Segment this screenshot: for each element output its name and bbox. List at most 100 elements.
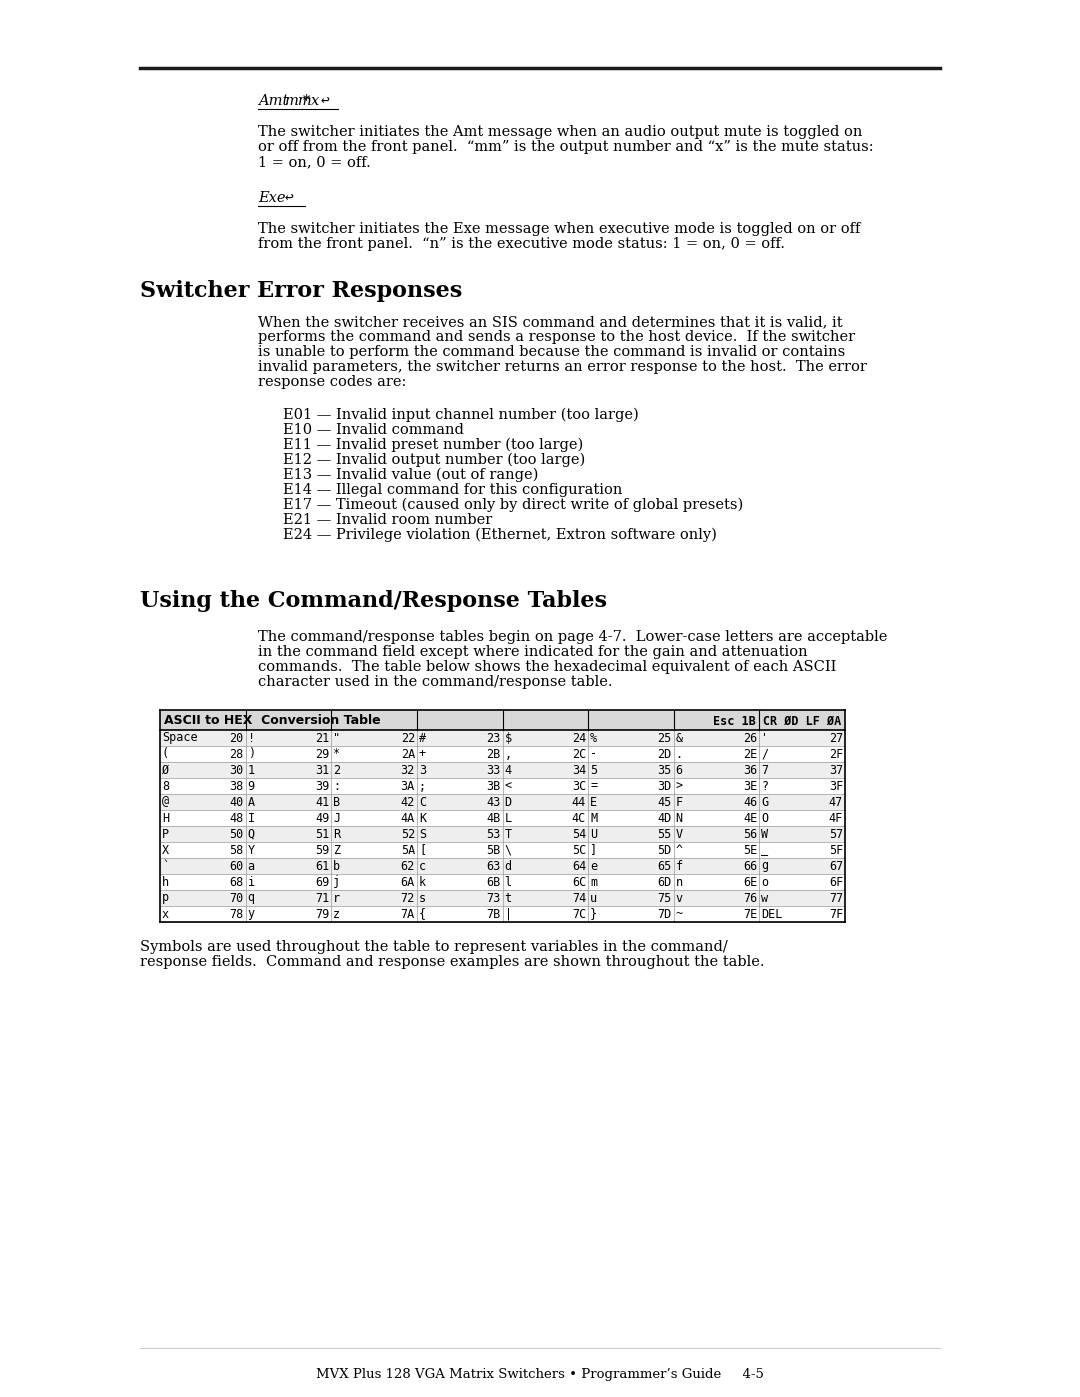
- Text: 68: 68: [229, 876, 244, 888]
- Text: {: {: [419, 908, 426, 921]
- Text: $: $: [504, 732, 512, 745]
- Text: l: l: [504, 876, 512, 888]
- Text: O: O: [761, 812, 769, 824]
- Text: ↩: ↩: [321, 94, 329, 108]
- Text: *: *: [334, 747, 340, 760]
- Text: 7A: 7A: [401, 908, 415, 921]
- Text: Y: Y: [247, 844, 255, 856]
- Text: ~: ~: [676, 908, 683, 921]
- Text: 4E: 4E: [743, 812, 757, 824]
- Text: <: <: [504, 780, 512, 792]
- Text: 72: 72: [401, 891, 415, 904]
- Text: =: =: [590, 780, 597, 792]
- Text: 2: 2: [334, 764, 340, 777]
- Text: C: C: [419, 795, 426, 809]
- Text: When the switcher receives an SIS command and determines that it is valid, it: When the switcher receives an SIS comman…: [258, 314, 842, 330]
- Text: ASCII to HEX  Conversion Table: ASCII to HEX Conversion Table: [164, 714, 380, 728]
- Bar: [160, 826, 845, 842]
- Text: 4A: 4A: [401, 812, 415, 824]
- Text: 7B: 7B: [486, 908, 500, 921]
- Text: E: E: [590, 795, 597, 809]
- Text: 25: 25: [658, 732, 672, 745]
- Bar: [160, 778, 845, 793]
- Text: 34: 34: [572, 764, 586, 777]
- Text: Space: Space: [162, 732, 198, 745]
- Text: q: q: [247, 891, 255, 904]
- Text: is unable to perform the command because the command is invalid or contains: is unable to perform the command because…: [258, 345, 846, 359]
- Text: Using the Command/Response Tables: Using the Command/Response Tables: [140, 590, 607, 612]
- Text: E14 — Illegal command for this configuration: E14 — Illegal command for this configura…: [283, 483, 622, 497]
- Text: z: z: [334, 908, 340, 921]
- Text: 9: 9: [247, 780, 255, 792]
- Text: y: y: [247, 908, 255, 921]
- Text: 4D: 4D: [658, 812, 672, 824]
- Bar: [160, 907, 845, 922]
- Text: 70: 70: [229, 891, 244, 904]
- Text: mm: mm: [285, 94, 313, 108]
- Text: The switcher initiates the Amt message when an audio output mute is toggled on: The switcher initiates the Amt message w…: [258, 124, 862, 138]
- Text: 36: 36: [743, 764, 757, 777]
- Text: i: i: [247, 876, 255, 888]
- Text: Ø: Ø: [162, 764, 170, 777]
- Text: 5F: 5F: [828, 844, 843, 856]
- Text: 2B: 2B: [486, 747, 500, 760]
- Text: :: :: [334, 780, 340, 792]
- Text: 30: 30: [229, 764, 244, 777]
- Text: E10 — Invalid command: E10 — Invalid command: [283, 423, 464, 437]
- Text: 63: 63: [486, 859, 500, 873]
- Text: 3E: 3E: [743, 780, 757, 792]
- Text: n: n: [676, 876, 683, 888]
- Text: 1: 1: [247, 764, 255, 777]
- Text: +: +: [419, 747, 426, 760]
- Text: 7E: 7E: [743, 908, 757, 921]
- Text: N: N: [676, 812, 683, 824]
- Text: 6B: 6B: [486, 876, 500, 888]
- Text: 35: 35: [658, 764, 672, 777]
- Text: 59: 59: [315, 844, 329, 856]
- Text: 51: 51: [315, 827, 329, 841]
- Text: I: I: [247, 812, 255, 824]
- Text: r: r: [334, 891, 340, 904]
- Text: Symbols are used throughout the table to represent variables in the command/: Symbols are used throughout the table to…: [140, 940, 728, 954]
- Text: j: j: [334, 876, 340, 888]
- Text: w: w: [761, 891, 769, 904]
- Text: performs the command and sends a response to the host device.  If the switcher: performs the command and sends a respons…: [258, 330, 855, 344]
- Bar: [160, 875, 845, 890]
- Text: 3C: 3C: [572, 780, 586, 792]
- Text: 3B: 3B: [486, 780, 500, 792]
- Text: 5B: 5B: [486, 844, 500, 856]
- Text: 62: 62: [401, 859, 415, 873]
- Text: 4C: 4C: [572, 812, 586, 824]
- Text: a: a: [247, 859, 255, 873]
- Text: u: u: [590, 891, 597, 904]
- Text: 39: 39: [315, 780, 329, 792]
- Text: 26: 26: [743, 732, 757, 745]
- Text: 4B: 4B: [486, 812, 500, 824]
- Text: 2A: 2A: [401, 747, 415, 760]
- Text: 6E: 6E: [743, 876, 757, 888]
- Bar: [160, 761, 845, 778]
- Text: E12 — Invalid output number (too large): E12 — Invalid output number (too large): [283, 453, 585, 468]
- Text: 78: 78: [229, 908, 244, 921]
- Text: 1 = on, 0 = off.: 1 = on, 0 = off.: [258, 155, 370, 169]
- Text: 58: 58: [229, 844, 244, 856]
- Bar: [160, 858, 845, 875]
- Text: 77: 77: [828, 891, 843, 904]
- Text: 76: 76: [743, 891, 757, 904]
- Text: 64: 64: [572, 859, 586, 873]
- Text: 55: 55: [658, 827, 672, 841]
- Text: 33: 33: [486, 764, 500, 777]
- Bar: [160, 731, 845, 746]
- Text: U: U: [590, 827, 597, 841]
- Text: 32: 32: [401, 764, 415, 777]
- Text: G: G: [761, 795, 769, 809]
- Bar: [160, 793, 845, 810]
- Text: 46: 46: [743, 795, 757, 809]
- Text: \: \: [504, 844, 512, 856]
- Text: >: >: [676, 780, 683, 792]
- Text: 20: 20: [229, 732, 244, 745]
- Text: Amt: Amt: [258, 94, 288, 108]
- Text: W: W: [761, 827, 769, 841]
- Text: E01 — Invalid input channel number (too large): E01 — Invalid input channel number (too …: [283, 408, 638, 422]
- Text: 3: 3: [419, 764, 426, 777]
